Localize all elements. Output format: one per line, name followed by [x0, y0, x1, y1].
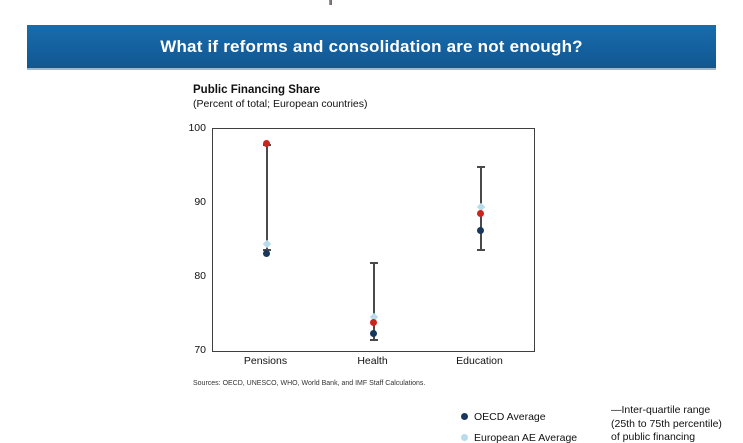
slide-banner: What if reforms and consolidation are no… — [27, 25, 716, 70]
iqr-whisker-cap — [476, 249, 485, 252]
category-label: Health — [357, 355, 388, 367]
marker-oecd-average — [263, 249, 270, 257]
iqr-whisker-cap — [369, 339, 378, 342]
y-axis-tick-label: 100 — [188, 122, 206, 134]
marker-cesee-average — [370, 318, 377, 326]
iqr-whisker-cap — [476, 166, 485, 168]
y-axis-tick-label: 70 — [194, 344, 206, 356]
annotation-line: (25th to 75th percentile) — [611, 417, 722, 430]
iqr-whisker — [372, 262, 375, 342]
legend-item: OECD Average — [461, 406, 577, 427]
iqr-whisker — [265, 143, 268, 252]
marker-cesee-average — [477, 209, 484, 217]
top-tick-mark — [329, 0, 332, 5]
marker-oecd-average — [477, 226, 484, 234]
marker-cesee-average — [263, 140, 270, 148]
chart-subtitle: (Percent of total; European countries) — [193, 98, 368, 110]
annotation-line: —Inter-quartile range — [611, 404, 711, 416]
legend-label: OECD Average — [474, 410, 546, 423]
legend-item: European AE Average — [461, 427, 577, 443]
legend-bullet — [461, 434, 468, 441]
iqr-whisker-cap — [369, 262, 378, 265]
sources-note: Sources: OECD, UNESCO, WHO, World Bank, … — [193, 380, 426, 387]
banner-title: What if reforms and consolidation are no… — [160, 36, 583, 56]
y-axis-tick-label: 80 — [194, 270, 206, 282]
marker-european-ae-average — [262, 239, 271, 248]
legend-label: European AE Average — [474, 431, 578, 443]
y-axis-tick-label: 90 — [194, 196, 206, 208]
marker-oecd-average — [370, 329, 377, 337]
category-label: Pensions — [243, 355, 288, 367]
chart-title: Public Financing Share — [193, 84, 321, 96]
iqr-annotation: —Inter-quartile range (25th to 75th perce… — [611, 404, 743, 443]
legend-bullet — [461, 413, 468, 420]
annotation-line: of public financing — [611, 431, 696, 443]
category-label: Education — [456, 355, 503, 367]
